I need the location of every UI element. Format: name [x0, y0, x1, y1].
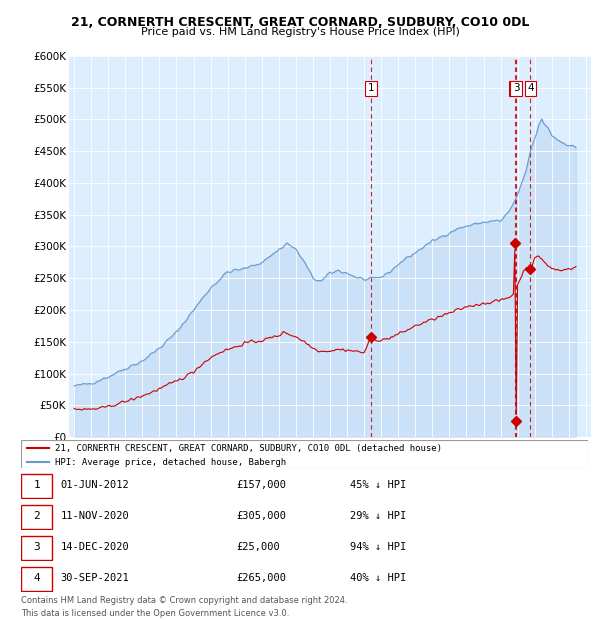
Text: 30-SEP-2021: 30-SEP-2021 — [61, 574, 130, 583]
Text: 3: 3 — [33, 542, 40, 552]
Text: HPI: Average price, detached house, Babergh: HPI: Average price, detached house, Babe… — [55, 458, 286, 467]
Text: £265,000: £265,000 — [236, 574, 286, 583]
Text: 4: 4 — [527, 83, 534, 93]
Text: 40% ↓ HPI: 40% ↓ HPI — [350, 574, 406, 583]
FancyBboxPatch shape — [21, 567, 52, 591]
Text: £157,000: £157,000 — [236, 480, 286, 490]
Text: Contains HM Land Registry data © Crown copyright and database right 2024.: Contains HM Land Registry data © Crown c… — [21, 596, 347, 606]
Text: This data is licensed under the Open Government Licence v3.0.: This data is licensed under the Open Gov… — [21, 609, 289, 618]
Text: £305,000: £305,000 — [236, 512, 286, 521]
Text: 14-DEC-2020: 14-DEC-2020 — [61, 542, 130, 552]
FancyBboxPatch shape — [21, 536, 52, 560]
Text: 45% ↓ HPI: 45% ↓ HPI — [350, 480, 406, 490]
Text: 1: 1 — [368, 83, 374, 93]
Text: 29% ↓ HPI: 29% ↓ HPI — [350, 512, 406, 521]
Text: 4: 4 — [33, 574, 40, 583]
FancyBboxPatch shape — [21, 505, 52, 529]
Text: 2: 2 — [33, 512, 40, 521]
FancyBboxPatch shape — [21, 440, 588, 468]
Text: 21, CORNERTH CRESCENT, GREAT CORNARD, SUDBURY, CO10 0DL (detached house): 21, CORNERTH CRESCENT, GREAT CORNARD, SU… — [55, 444, 442, 453]
Text: 1: 1 — [33, 480, 40, 490]
Text: 11-NOV-2020: 11-NOV-2020 — [61, 512, 130, 521]
Text: Price paid vs. HM Land Registry's House Price Index (HPI): Price paid vs. HM Land Registry's House … — [140, 27, 460, 37]
Text: 3: 3 — [513, 83, 520, 93]
FancyBboxPatch shape — [21, 474, 52, 498]
Text: 01-JUN-2012: 01-JUN-2012 — [61, 480, 130, 490]
Text: 21, CORNERTH CRESCENT, GREAT CORNARD, SUDBURY, CO10 0DL: 21, CORNERTH CRESCENT, GREAT CORNARD, SU… — [71, 16, 529, 29]
Text: 94% ↓ HPI: 94% ↓ HPI — [350, 542, 406, 552]
Text: 2: 2 — [511, 83, 518, 93]
Text: £25,000: £25,000 — [236, 542, 280, 552]
